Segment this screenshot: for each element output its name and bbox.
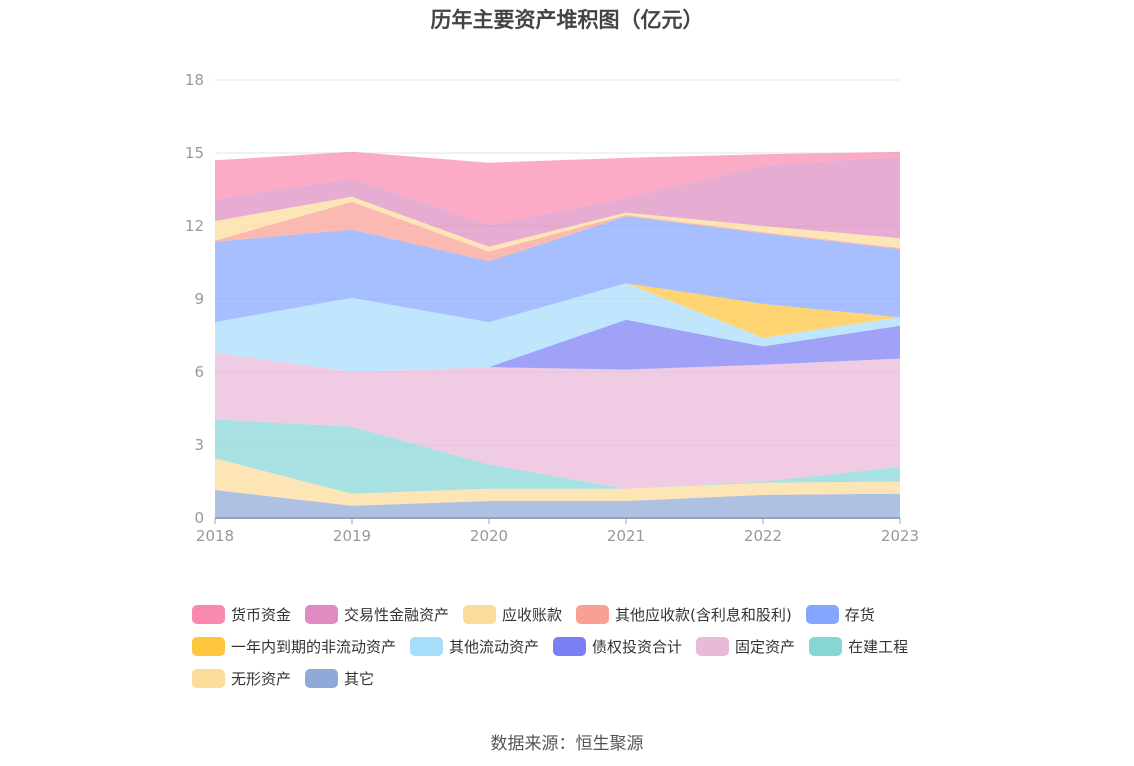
legend-swatch [805,604,839,624]
y-tick-label: 0 [194,509,204,527]
x-tick-label: 2022 [744,527,782,545]
legend-swatch [809,636,843,656]
legend-label: 其他流动资产 [449,637,540,656]
area-series-存货 [215,216,900,323]
y-tick-label: 3 [194,436,204,454]
stacked-area-chart: 0 3 6 9 12 15 18 2018 2019 2020 2021 2022 2023 [185,71,919,545]
x-tick-label: 2020 [470,527,508,545]
axes: 0 3 6 9 12 15 18 2018 2019 2020 2021 2022 2023 [185,71,919,545]
legend-swatch [696,636,730,656]
area-series-无形资产 [215,458,900,506]
legend-swatch [305,668,339,688]
y-tick-label: 6 [194,363,204,381]
legend-item[interactable]: 其他应收款(含利息和股利) [576,604,792,625]
legend-item[interactable]: 货币资金 [192,604,291,625]
legend-swatch [410,636,444,656]
area-series [215,151,900,518]
legend-item[interactable]: 无形资产 [192,668,291,689]
legend-row: 无形资产 其它 [192,662,992,694]
legend-label: 债权投资合计 [592,637,683,656]
legend-item[interactable]: 其他流动资产 [410,636,539,657]
area-series-其他流动资产 [215,283,900,372]
legend-label: 一年内到期的非流动资产 [231,637,397,656]
legend-swatch [192,604,225,624]
legend-item[interactable]: 交易性金融资产 [305,604,449,625]
legend-swatch [192,636,225,656]
legend-item[interactable]: 债权投资合计 [553,636,682,657]
area-series-交易性金融资产 [215,156,900,247]
legend-row: 货币资金 交易性金融资产 应收账款 其他应收款(含利息和股利) 存货 [192,598,992,630]
legend-swatch [192,668,225,688]
y-tick-label: 9 [194,290,204,308]
legend-row: 一年内到期的非流动资产 其他流动资产 债权投资合计 固定资产 在建工程 [192,630,992,662]
legend-item[interactable]: 应收账款 [463,604,562,625]
data-source: 数据来源：恒生聚源 [490,734,644,754]
legend-item[interactable]: 在建工程 [809,636,908,657]
legend-label: 存货 [844,605,875,624]
y-tick-label: 15 [185,144,204,162]
area-series-一年内到期的非流动资产 [215,283,900,338]
legend-label: 在建工程 [848,637,909,656]
legend-swatch [463,604,497,624]
legend: 货币资金 交易性金融资产 应收账款 其他应收款(含利息和股利) 存货一年内到期的非流动资… [192,598,992,694]
area-series-货币资金 [215,151,900,225]
legend-label: 无形资产 [231,669,292,688]
legend-item[interactable]: 固定资产 [696,636,795,657]
area-series-应收账款 [215,196,900,252]
legend-label: 应收账款 [502,605,563,624]
legend-label: 货币资金 [231,605,292,624]
area-series-其它 [215,490,900,518]
x-tick-label: 2023 [881,527,919,545]
legend-label: 交易性金融资产 [344,605,450,624]
x-tick-label: 2018 [196,527,234,545]
legend-item[interactable]: 一年内到期的非流动资产 [192,636,396,657]
legend-label: 其它 [344,669,375,688]
y-tick-label: 18 [185,71,204,89]
x-tick-label: 2021 [607,527,645,545]
area-series-固定资产 [215,352,900,489]
legend-item[interactable]: 存货 [805,604,875,625]
y-tick-label: 12 [185,217,204,235]
chart-title: 历年主要资产堆积图（亿元） [430,8,704,32]
area-series-在建工程 [215,419,900,494]
area-series-债权投资合计 [215,319,900,372]
legend-swatch [305,604,339,624]
legend-item[interactable]: 其它 [305,668,374,689]
legend-swatch [553,636,587,656]
legend-swatch [576,604,610,624]
legend-label: 其他应收款(含利息和股利) [615,605,792,624]
area-series-其他应收款(含利息和股利) [215,201,900,262]
legend-label: 固定资产 [735,637,796,656]
x-tick-label: 2019 [333,527,371,545]
